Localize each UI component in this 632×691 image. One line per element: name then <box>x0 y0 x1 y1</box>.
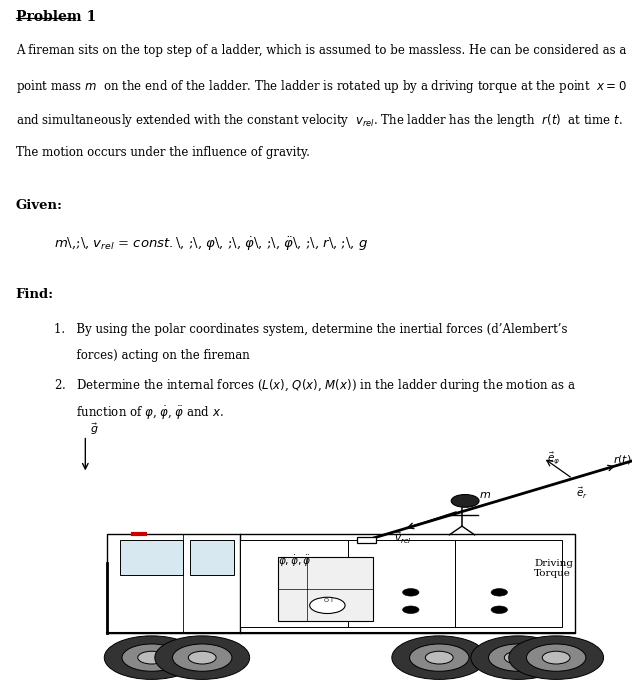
Text: 1.   By using the polar coordinates system, determine the inertial forces (d’Ale: 1. By using the polar coordinates system… <box>54 323 568 337</box>
Polygon shape <box>190 540 234 575</box>
Text: A fireman sits on the top step of a ladder, which is assumed to be massless. He : A fireman sits on the top step of a ladd… <box>16 44 626 57</box>
Circle shape <box>403 606 419 614</box>
Text: $r(t)$: $r(t)$ <box>612 453 631 466</box>
Text: Driving
Torque: Driving Torque <box>534 559 573 578</box>
Polygon shape <box>455 540 562 627</box>
Circle shape <box>451 495 479 507</box>
Text: point mass $m$  on the end of the ladder. The ladder is rotated up by a driving : point mass $m$ on the end of the ladder.… <box>16 77 626 95</box>
Polygon shape <box>348 540 455 627</box>
Text: $m$\,;\, $v_{rel}$ = $\mathit{const.}$\, ;\, $\varphi$\, ;\, $\dot{\varphi}$\, ;: $m$\,;\, $v_{rel}$ = $\mathit{const.}$\,… <box>54 236 368 253</box>
Text: $\vec{e}_r$: $\vec{e}_r$ <box>576 486 588 501</box>
Circle shape <box>403 589 419 596</box>
Polygon shape <box>240 540 348 627</box>
Circle shape <box>491 606 507 614</box>
Circle shape <box>173 644 232 671</box>
Circle shape <box>491 589 507 596</box>
Text: Given:: Given: <box>16 199 63 212</box>
Circle shape <box>526 644 586 671</box>
Circle shape <box>504 651 532 664</box>
Text: $\vec{e}_\varphi$: $\vec{e}_\varphi$ <box>547 451 560 466</box>
Circle shape <box>188 651 216 664</box>
Text: Find:: Find: <box>16 288 54 301</box>
Text: 2.   Determine the internal forces ($L(x)$, $Q(x)$, $M(x)$) in the ladder during: 2. Determine the internal forces ($L(x)$… <box>54 377 576 395</box>
Text: $\vec{g}$: $\vec{g}$ <box>90 421 99 437</box>
Circle shape <box>310 597 345 614</box>
Text: function of $\varphi$, $\dot{\varphi}$, $\ddot{\varphi}$ and $x$.: function of $\varphi$, $\dot{\varphi}$, … <box>54 404 224 422</box>
Circle shape <box>392 636 487 679</box>
Text: The motion occurs under the influence of gravity.: The motion occurs under the influence of… <box>16 146 310 158</box>
Circle shape <box>138 651 166 664</box>
Circle shape <box>122 644 181 671</box>
Text: and simultaneously extended with the constant velocity  $v_{rel}$. The ladder ha: and simultaneously extended with the con… <box>16 111 623 129</box>
Circle shape <box>104 636 199 679</box>
Text: forces) acting on the fireman: forces) acting on the fireman <box>54 349 250 362</box>
Circle shape <box>410 644 469 671</box>
Text: Problem 1: Problem 1 <box>16 10 96 24</box>
Polygon shape <box>357 537 376 543</box>
Text: $m$: $m$ <box>479 490 491 500</box>
Circle shape <box>542 651 570 664</box>
Text: $\varphi, \dot{\varphi}, \ddot{\varphi}$: $\varphi, \dot{\varphi}, \ddot{\varphi}$ <box>278 553 311 569</box>
Polygon shape <box>278 558 373 621</box>
Polygon shape <box>120 540 183 575</box>
Circle shape <box>509 636 604 679</box>
Circle shape <box>471 636 566 679</box>
Text: $\vec{v}_{rel}$: $\vec{v}_{rel}$ <box>394 531 412 546</box>
Polygon shape <box>107 534 575 633</box>
Circle shape <box>155 636 250 679</box>
Text: O I: O I <box>324 598 332 603</box>
Circle shape <box>425 651 453 664</box>
Circle shape <box>489 644 548 671</box>
